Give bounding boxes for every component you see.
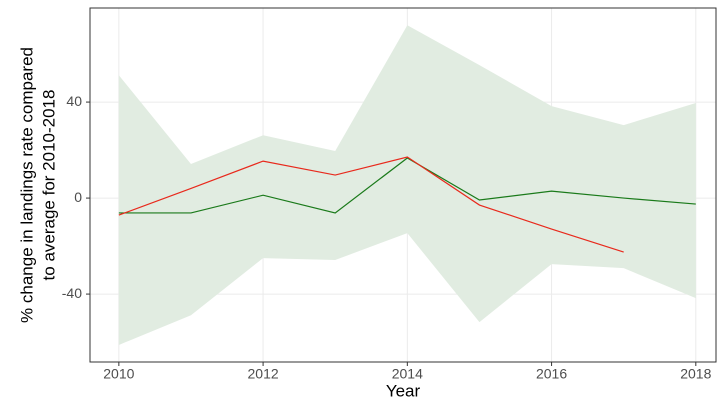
y-tick-label: -40 [62, 285, 82, 301]
y-tick-label: 40 [66, 93, 82, 109]
x-tick-label: 2018 [680, 366, 711, 382]
y-axis-title: % change in landings rate compared [17, 47, 36, 323]
y-axis-title: to average for 2010-2018 [39, 90, 58, 281]
x-tick-label: 2016 [536, 366, 567, 382]
confidence-band [118, 25, 696, 345]
line [118, 157, 696, 214]
x-tick-label: 2010 [103, 366, 134, 382]
plot-border [89, 7, 717, 363]
x-tick-label: 2014 [392, 366, 423, 382]
x-axis-title: Year [386, 381, 421, 400]
y-tick-label: 0 [74, 189, 82, 205]
line [118, 156, 624, 253]
x-tick-label: 2012 [248, 366, 279, 382]
